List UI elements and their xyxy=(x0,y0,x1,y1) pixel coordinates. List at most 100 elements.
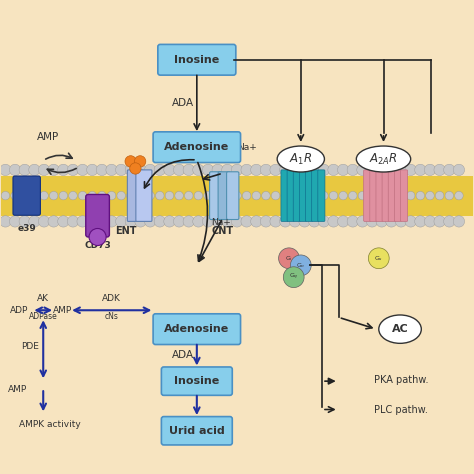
Circle shape xyxy=(347,164,358,175)
Circle shape xyxy=(376,164,387,175)
Circle shape xyxy=(193,164,204,175)
Circle shape xyxy=(387,191,396,200)
FancyBboxPatch shape xyxy=(287,170,294,221)
Circle shape xyxy=(202,216,214,227)
FancyBboxPatch shape xyxy=(136,170,152,221)
Circle shape xyxy=(366,164,378,175)
FancyBboxPatch shape xyxy=(227,172,239,219)
Circle shape xyxy=(145,164,156,175)
Circle shape xyxy=(125,216,137,227)
FancyBboxPatch shape xyxy=(128,170,144,221)
Circle shape xyxy=(270,216,281,227)
Circle shape xyxy=(231,164,243,175)
Circle shape xyxy=(426,191,434,200)
Circle shape xyxy=(405,216,416,227)
Circle shape xyxy=(87,216,98,227)
FancyBboxPatch shape xyxy=(300,170,307,221)
Circle shape xyxy=(260,164,272,175)
Text: ADA: ADA xyxy=(172,98,194,108)
Text: G$_q$: G$_q$ xyxy=(289,272,299,283)
Circle shape xyxy=(40,191,48,200)
Circle shape xyxy=(424,164,436,175)
FancyBboxPatch shape xyxy=(382,170,389,221)
Circle shape xyxy=(357,164,368,175)
Circle shape xyxy=(145,216,156,227)
Circle shape xyxy=(262,191,270,200)
Circle shape xyxy=(78,191,87,200)
Text: AC: AC xyxy=(392,324,409,334)
FancyBboxPatch shape xyxy=(281,170,288,221)
Circle shape xyxy=(130,163,141,174)
Circle shape xyxy=(397,191,405,200)
Circle shape xyxy=(212,164,223,175)
Circle shape xyxy=(0,164,11,175)
Circle shape xyxy=(155,191,164,200)
Circle shape xyxy=(337,164,349,175)
Circle shape xyxy=(38,164,50,175)
Circle shape xyxy=(175,191,183,200)
Circle shape xyxy=(135,156,146,167)
FancyBboxPatch shape xyxy=(158,45,236,75)
Circle shape xyxy=(9,164,21,175)
Bar xyxy=(0,175,474,216)
FancyBboxPatch shape xyxy=(364,170,371,221)
Circle shape xyxy=(164,164,175,175)
Circle shape xyxy=(106,216,117,227)
Circle shape xyxy=(98,191,106,200)
Circle shape xyxy=(357,216,368,227)
Circle shape xyxy=(434,216,445,227)
Circle shape xyxy=(125,164,137,175)
Circle shape xyxy=(368,248,389,269)
Circle shape xyxy=(291,191,299,200)
Circle shape xyxy=(19,164,30,175)
Circle shape xyxy=(241,216,252,227)
Ellipse shape xyxy=(379,315,421,343)
Circle shape xyxy=(395,216,407,227)
Circle shape xyxy=(11,191,19,200)
Circle shape xyxy=(301,191,309,200)
Circle shape xyxy=(69,191,77,200)
Circle shape xyxy=(377,191,386,200)
Text: cNs: cNs xyxy=(105,312,118,321)
Circle shape xyxy=(455,191,463,200)
Text: CD73: CD73 xyxy=(84,241,111,250)
Text: Na+: Na+ xyxy=(211,218,231,227)
Circle shape xyxy=(318,164,329,175)
Circle shape xyxy=(348,191,357,200)
Circle shape xyxy=(212,216,223,227)
Circle shape xyxy=(415,216,426,227)
Circle shape xyxy=(136,191,145,200)
FancyBboxPatch shape xyxy=(394,170,401,221)
Circle shape xyxy=(135,216,146,227)
Circle shape xyxy=(444,216,455,227)
FancyBboxPatch shape xyxy=(218,172,230,219)
Circle shape xyxy=(87,164,98,175)
Circle shape xyxy=(183,164,194,175)
Circle shape xyxy=(291,255,311,276)
Text: ADK: ADK xyxy=(102,294,121,303)
Circle shape xyxy=(319,191,328,200)
Circle shape xyxy=(116,164,127,175)
Circle shape xyxy=(1,191,9,200)
FancyBboxPatch shape xyxy=(388,170,395,221)
Text: Inosine: Inosine xyxy=(174,376,219,386)
Text: $A_1R$: $A_1R$ xyxy=(289,152,312,166)
Circle shape xyxy=(146,191,155,200)
Text: G$_s$: G$_s$ xyxy=(374,254,383,263)
FancyBboxPatch shape xyxy=(370,170,377,221)
Text: Adenosine: Adenosine xyxy=(164,142,229,152)
Circle shape xyxy=(117,191,126,200)
FancyBboxPatch shape xyxy=(86,194,109,237)
Text: CNT: CNT xyxy=(212,226,234,236)
Circle shape xyxy=(184,191,193,200)
Circle shape xyxy=(242,191,251,200)
Ellipse shape xyxy=(356,146,410,172)
Circle shape xyxy=(328,216,339,227)
Circle shape xyxy=(67,216,79,227)
Circle shape xyxy=(445,191,454,200)
Circle shape xyxy=(88,191,97,200)
FancyBboxPatch shape xyxy=(153,132,240,163)
Circle shape xyxy=(328,164,339,175)
Circle shape xyxy=(59,191,68,200)
Circle shape xyxy=(194,191,203,200)
